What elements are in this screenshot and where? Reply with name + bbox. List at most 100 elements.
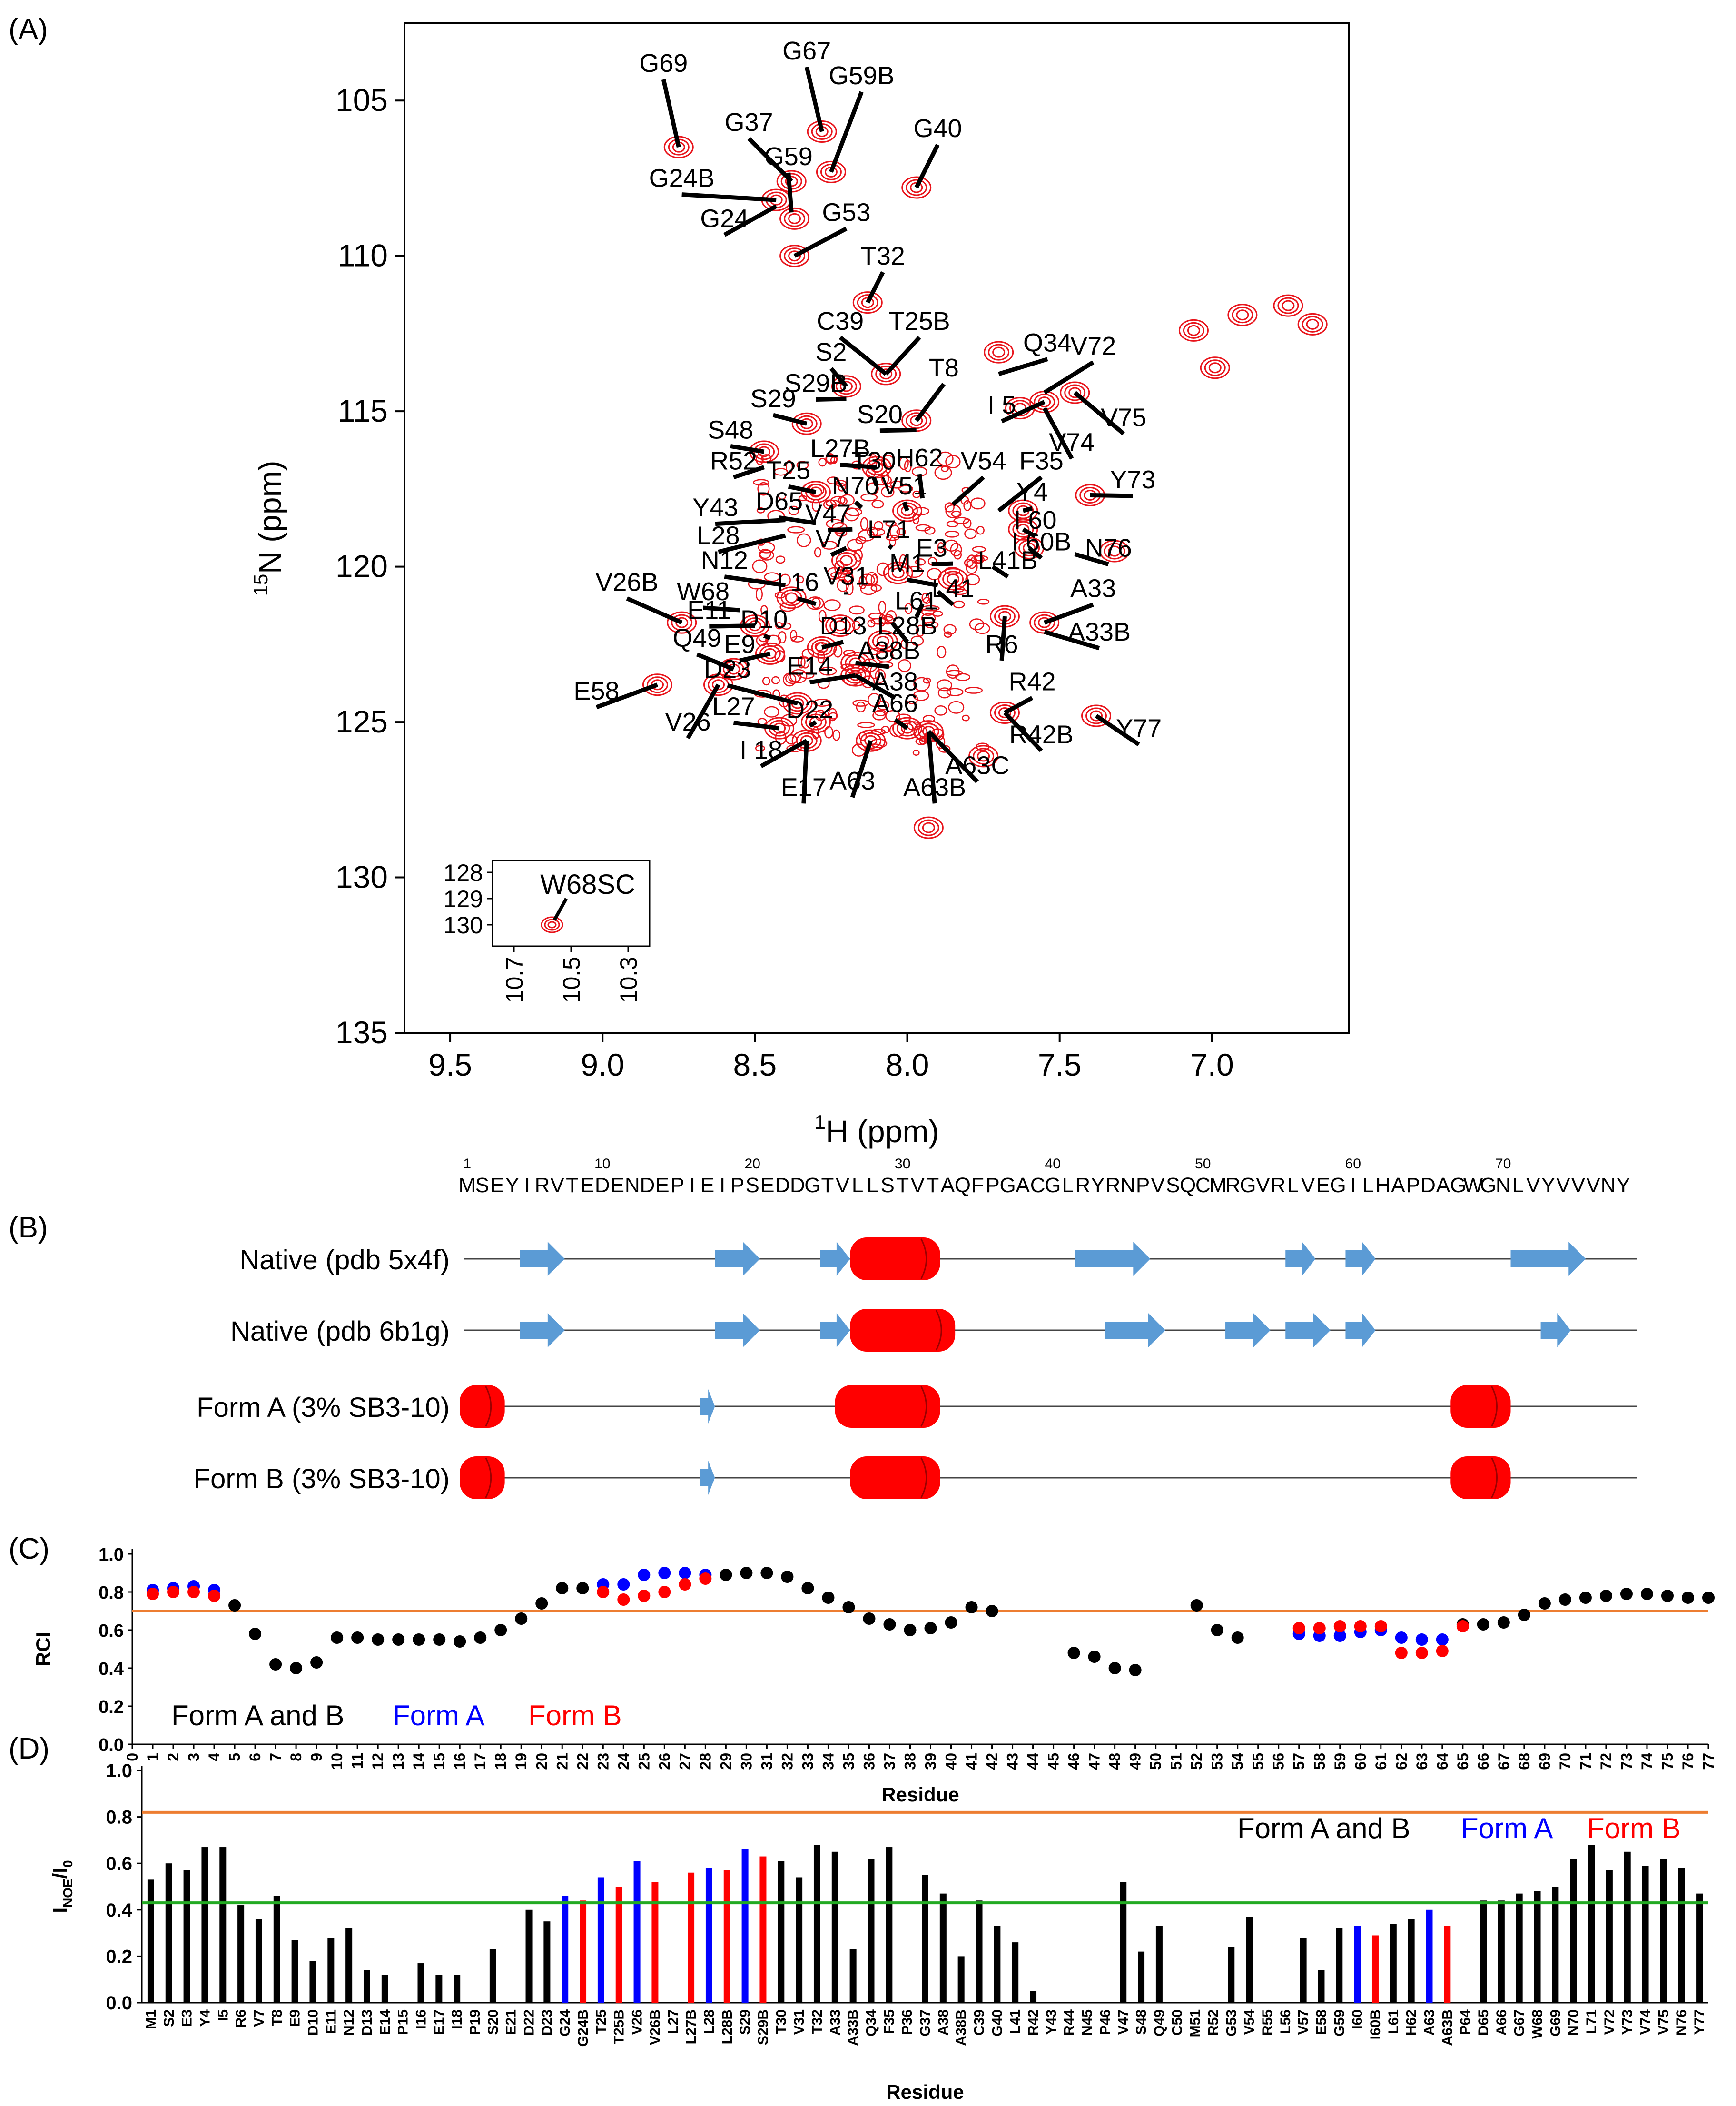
x-tick-label: 11 — [349, 1753, 366, 1769]
x-tick-label: 21 — [553, 1753, 571, 1770]
x-tick-label: V72 — [1602, 2009, 1618, 2035]
peak-leader — [1044, 630, 1100, 651]
sequence-residue: V — [1556, 1174, 1570, 1197]
x-tick-label: A33 — [828, 2009, 843, 2036]
peak-leader — [1043, 360, 1095, 395]
peak-contour — [972, 546, 986, 553]
peak-contour — [781, 622, 792, 630]
noe-bar — [1606, 1870, 1613, 2003]
peak-contour — [727, 663, 740, 675]
peak-contour — [857, 722, 875, 728]
peak-contour — [1014, 536, 1045, 559]
peak-contour — [942, 571, 964, 588]
peak-contour — [860, 732, 882, 749]
rci-point — [310, 1656, 323, 1669]
structure-row-label: Form B (3% SB3-10) — [194, 1463, 450, 1494]
x-tick-label: 61 — [1372, 1753, 1390, 1770]
x-tick-label: 70 — [1557, 1753, 1574, 1770]
sequence-residue: C — [1030, 1174, 1046, 1197]
y-tick-label: 1.0 — [99, 1545, 124, 1565]
peak-contour — [896, 713, 911, 722]
peak-contour — [896, 528, 906, 536]
peak-label: V31 — [823, 562, 869, 590]
peak-label: R52 — [710, 447, 757, 475]
sequence-residue: E — [490, 1174, 504, 1197]
inset-y-tick-label: 128 — [444, 860, 483, 886]
peak-label: L28 — [697, 521, 740, 550]
noe-bar — [417, 1963, 424, 2003]
sequence-residue: N — [1120, 1174, 1135, 1197]
rci-point — [638, 1569, 651, 1581]
helix-edge — [920, 1386, 927, 1427]
x-tick-label: A66 — [1494, 2009, 1509, 2036]
sequence-position: 30 — [895, 1156, 910, 1172]
alpha-helix — [460, 1385, 505, 1428]
peak-contour — [671, 614, 693, 631]
x-tick-label: 29 — [717, 1753, 734, 1770]
x-tick-label: V26B — [647, 2009, 663, 2045]
peak-label: R42B — [1009, 720, 1074, 749]
peak-contour — [1297, 313, 1328, 336]
sequence-residue: L — [1362, 1174, 1374, 1197]
peak-contour — [790, 636, 804, 643]
x-tick-label: 72 — [1598, 1753, 1615, 1770]
peak-contour — [992, 346, 1006, 358]
peak-contour — [870, 584, 882, 592]
y-tick-label: 0.4 — [99, 1659, 124, 1679]
noe-bar — [705, 1868, 712, 2003]
peak-contour — [871, 728, 886, 735]
sequence-residue: E — [655, 1174, 669, 1197]
rci-point — [904, 1624, 917, 1636]
peak-contour — [892, 499, 923, 522]
rci-point — [576, 1582, 589, 1594]
rci-point — [1354, 1620, 1367, 1632]
peak-contour — [910, 635, 924, 646]
peak-contour — [784, 247, 806, 265]
peak-contour — [807, 120, 837, 143]
x-tick-label: 7.0 — [1190, 1047, 1234, 1082]
peak-contour — [1187, 325, 1200, 336]
peak-leader — [779, 515, 817, 525]
x-tick-label: G67 — [1512, 2009, 1528, 2037]
peak-leader — [723, 204, 778, 237]
sequence-residue: L — [1062, 1174, 1074, 1197]
x-tick-label: 75 — [1659, 1753, 1676, 1770]
peak-contour — [807, 636, 837, 659]
peak-contour — [774, 650, 786, 662]
noe-bar — [183, 1870, 190, 2003]
x-tick-label: 22 — [574, 1753, 591, 1770]
sequence-residue: P — [1406, 1174, 1420, 1197]
peak-contour — [642, 673, 672, 696]
peak-contour — [954, 550, 962, 560]
x-tick-label: V31 — [791, 2009, 807, 2035]
peak-label: I 16 — [776, 568, 819, 596]
peak-contour — [796, 415, 818, 432]
x-tick-label: I18 — [449, 2009, 465, 2029]
peak-label: S2 — [815, 338, 847, 366]
panel-d-label: (D) — [9, 1732, 49, 1765]
peak-contour — [839, 381, 853, 392]
peak-label: H62 — [896, 444, 943, 472]
peak-leader — [809, 720, 817, 728]
sequence-residue: G — [804, 1174, 820, 1197]
peak-leader — [914, 603, 925, 618]
beta-strand — [715, 1242, 760, 1276]
x-tick-label: I60B — [1368, 2009, 1383, 2039]
x-tick-label: 53 — [1209, 1753, 1226, 1770]
peak-leader — [821, 640, 844, 650]
peak-label: T25B — [889, 307, 950, 336]
peak-leader — [888, 544, 894, 550]
peak-label: S48 — [708, 415, 753, 444]
peak-contour — [835, 378, 857, 395]
x-tick-label: Y4 — [197, 2009, 213, 2027]
peak-contour — [663, 136, 694, 158]
peak-label: G24B — [649, 164, 715, 193]
peak-leader — [686, 683, 720, 740]
x-tick-label: A38 — [936, 2009, 951, 2036]
inset-y-tick-label: 130 — [444, 912, 483, 939]
peak-contour — [886, 534, 899, 541]
x-tick-label: R44 — [1062, 2009, 1077, 2036]
x-tick-label: P19 — [467, 2009, 483, 2035]
rci-point — [1518, 1609, 1530, 1621]
peak-leader — [915, 383, 946, 422]
